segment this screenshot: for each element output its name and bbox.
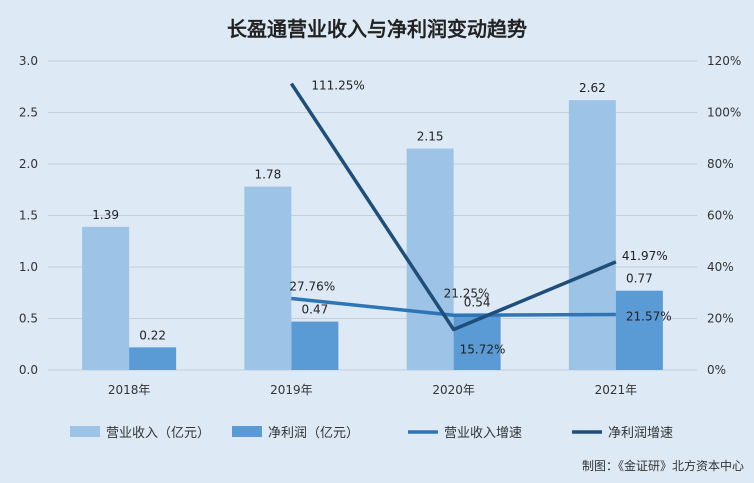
left-tick-label: 1.5 xyxy=(19,209,38,223)
data-labels-layer: 1.39 1.78 2.15 2.62 0.22 0.47 0.54 0.77 27.76% 21… xyxy=(92,79,671,357)
source-note: 制图：《金证研》北方资本中心 xyxy=(582,458,744,473)
bar-data-label: 1.78 xyxy=(255,168,282,182)
bar-revenue xyxy=(568,100,616,370)
legend-label: 营业收入（亿元） xyxy=(106,426,210,441)
legend-label: 营业收入增速 xyxy=(444,426,522,441)
bar-data-label: 0.54 xyxy=(464,295,491,309)
legend-label: 净利润（亿元） xyxy=(268,426,359,441)
right-tick-label: 20% xyxy=(707,312,734,326)
bar-revenue xyxy=(406,148,454,370)
left-tick-label: 2.0 xyxy=(19,157,38,171)
bar-net-profit xyxy=(291,321,339,370)
bar-net-profit xyxy=(453,314,501,370)
left-tick-label: 2.5 xyxy=(19,106,38,120)
right-tick-label: 0% xyxy=(707,363,726,377)
right-tick-label: 60% xyxy=(707,209,734,223)
bar-data-label: 0.47 xyxy=(302,303,329,317)
net-profit-growth-line xyxy=(289,82,617,332)
revenue-growth-line xyxy=(291,296,616,318)
left-tick-label: 0.5 xyxy=(19,312,38,326)
lines-layer xyxy=(289,82,617,332)
bar-data-label: 2.62 xyxy=(579,81,606,95)
x-category-label: 2019年 xyxy=(270,383,313,397)
x-category-label: 2020年 xyxy=(432,383,475,397)
right-tick-label: 40% xyxy=(707,260,734,274)
bars-layer xyxy=(82,100,663,370)
x-axis-categories: 2018年 2019年 2020年 2021年 xyxy=(108,383,637,397)
bar-data-label: 0.22 xyxy=(139,328,166,342)
bar-revenue xyxy=(82,226,130,370)
legend-label: 净利润增速 xyxy=(608,426,673,441)
chart-title: 长盈通营业收入与净利润变动趋势 xyxy=(227,17,527,41)
line-data-label: 21.25% xyxy=(444,286,490,300)
x-category-label: 2021年 xyxy=(595,383,638,397)
left-tick-label: 1.0 xyxy=(19,260,38,274)
right-tick-label: 120% xyxy=(707,54,741,68)
legend-swatch xyxy=(70,426,100,437)
left-axis-ticks: 0.0 0.5 1.0 1.5 2.0 2.5 3.0 xyxy=(19,54,38,377)
legend-swatch xyxy=(232,426,262,437)
grid-lines xyxy=(48,60,697,371)
line-data-label: 15.72% xyxy=(460,343,506,357)
line-data-label: 111.25% xyxy=(311,79,364,93)
left-tick-label: 0.0 xyxy=(19,363,38,377)
right-tick-label: 80% xyxy=(707,157,734,171)
bar-net-profit xyxy=(615,290,663,370)
right-tick-label: 100% xyxy=(707,106,741,120)
x-category-label: 2018年 xyxy=(108,383,151,397)
legend: 营业收入（亿元） 净利润（亿元） 营业收入增速 净利润增速 xyxy=(70,426,673,441)
left-tick-label: 3.0 xyxy=(19,54,38,68)
line-data-label: 27.76% xyxy=(289,280,335,294)
bar-data-label: 0.77 xyxy=(626,272,653,286)
bar-data-label: 2.15 xyxy=(417,130,444,144)
bar-revenue xyxy=(244,186,292,370)
line-data-label: 41.97% xyxy=(622,249,668,263)
line-data-label: 21.57% xyxy=(626,309,672,323)
bar-data-label: 1.39 xyxy=(92,208,119,222)
right-axis-ticks: 0% 20% 40% 60% 80% 100% 120% xyxy=(707,54,741,377)
bar-net-profit xyxy=(129,347,177,370)
